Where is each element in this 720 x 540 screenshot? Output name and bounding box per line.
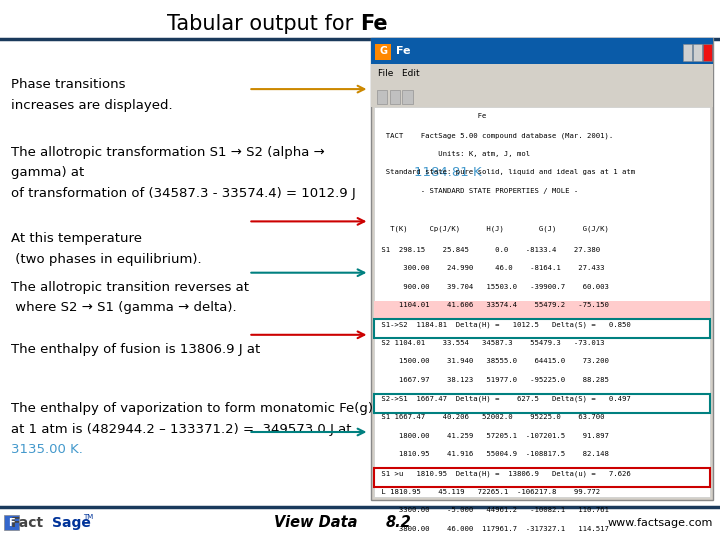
- Text: F: F: [8, 518, 15, 528]
- Text: S1->S2  1184.81  Delta(H) =   1012.5   Delta(S) =   0.850: S1->S2 1184.81 Delta(H) = 1012.5 Delta(S…: [377, 321, 630, 328]
- Text: 3300.00    -5.000   44961.2   -10082.1   110.761: 3300.00 -5.000 44961.2 -10082.1 110.761: [377, 508, 608, 514]
- Text: Fe: Fe: [377, 113, 486, 119]
- Bar: [374, 469, 710, 487]
- Text: www.factsage.com: www.factsage.com: [608, 518, 713, 528]
- Text: G: G: [379, 46, 387, 56]
- Text: 1500.00    31.940   38555.0    64415.0    73.200: 1500.00 31.940 38555.0 64415.0 73.200: [377, 359, 608, 364]
- Text: The enthalpy of fusion is 13806.9 J at: The enthalpy of fusion is 13806.9 J at: [11, 343, 264, 356]
- Text: The enthalpy of vaporization to form monatomic Fe(g): The enthalpy of vaporization to form mon…: [11, 402, 373, 415]
- Text: The allotropic transformation S1 → S2 (alpha →: The allotropic transformation S1 → S2 (a…: [11, 146, 325, 159]
- Text: TM: TM: [83, 514, 93, 520]
- Text: S1 1667.47    40.206   52002.0    95225.0    63.700: S1 1667.47 40.206 52002.0 95225.0 63.700: [377, 414, 604, 420]
- Bar: [374, 107, 710, 497]
- Text: File   Edit: File Edit: [378, 70, 420, 78]
- Text: S1  298.15    25.845      0.0    -8133.4    27.380: S1 298.15 25.845 0.0 -8133.4 27.380: [377, 247, 600, 253]
- Bar: [402, 90, 413, 104]
- Bar: [371, 38, 713, 64]
- Text: 3135.00 K.: 3135.00 K.: [11, 443, 83, 456]
- Text: Sage: Sage: [52, 516, 91, 530]
- Text: 1104.01    41.606   33574.4    55479.2   -75.150: 1104.01 41.606 33574.4 55479.2 -75.150: [377, 302, 608, 308]
- Bar: [703, 44, 712, 61]
- Text: The allotropic transition reverses at: The allotropic transition reverses at: [11, 281, 253, 294]
- Text: 1810.95    41.916   55004.9  -108817.5    82.148: 1810.95 41.916 55004.9 -108817.5 82.148: [377, 451, 608, 457]
- Text: 300.00    24.990     46.0    -8164.1    27.433: 300.00 24.990 46.0 -8164.1 27.433: [377, 265, 604, 271]
- Text: Fe: Fe: [396, 46, 410, 56]
- Text: 900.00    39.704   15503.0   -39900.7    60.003: 900.00 39.704 15503.0 -39900.7 60.003: [377, 284, 608, 290]
- Text: (two phases in equilibrium).: (two phases in equilibrium).: [11, 253, 202, 266]
- Text: L 1810.95    45.119   72265.1  -106217.8    99.772: L 1810.95 45.119 72265.1 -106217.8 99.77…: [377, 489, 600, 495]
- Text: increases are displayed.: increases are displayed.: [11, 99, 172, 112]
- Text: 1667.97    38.123   51977.0   -95225.0    88.285: 1667.97 38.123 51977.0 -95225.0 88.285: [377, 377, 608, 383]
- Bar: [390, 90, 400, 104]
- Bar: [4, 515, 19, 530]
- Text: S1 >u   1810.95  Delta(H) =  13806.9   Delta(u) =   7.626: S1 >u 1810.95 Delta(H) = 13806.9 Delta(u…: [377, 470, 630, 477]
- Bar: [371, 64, 713, 84]
- Bar: [375, 44, 391, 60]
- Text: Tabular output for: Tabular output for: [167, 14, 360, 35]
- Text: 1184.81 K: 1184.81 K: [415, 166, 482, 179]
- Bar: [374, 394, 710, 413]
- Bar: [693, 44, 702, 61]
- Text: 1800.00    41.259   57205.1  -107201.5    91.897: 1800.00 41.259 57205.1 -107201.5 91.897: [377, 433, 608, 439]
- Bar: [371, 84, 713, 107]
- Text: S2 1104.01    33.554   34587.3    55479.3   -73.013: S2 1104.01 33.554 34587.3 55479.3 -73.01…: [377, 340, 604, 346]
- Text: TACT    FactSage 5.00 compound database (Mar. 2001).: TACT FactSage 5.00 compound database (Ma…: [377, 132, 613, 139]
- Text: gamma) at: gamma) at: [11, 166, 89, 179]
- Text: Fe: Fe: [360, 14, 387, 35]
- Bar: [374, 301, 710, 320]
- Text: - STANDARD STATE PROPERTIES / MOLE -: - STANDARD STATE PROPERTIES / MOLE -: [377, 188, 578, 194]
- Text: Units: K, atm, J, mol: Units: K, atm, J, mol: [377, 151, 530, 157]
- Text: T(K)     Cp(J/K)      H(J)        G(J)      G(J/K): T(K) Cp(J/K) H(J) G(J) G(J/K): [377, 225, 608, 232]
- Text: of transformation of (34587.3 - 33574.4) = 1012.9 J: of transformation of (34587.3 - 33574.4)…: [11, 187, 356, 200]
- Text: View Data: View Data: [274, 515, 357, 530]
- Bar: [377, 90, 387, 104]
- Text: Phase transitions: Phase transitions: [11, 78, 130, 91]
- Text: S2->S1  1667.47  Delta(H) =    627.5   Delta(S) =   0.497: S2->S1 1667.47 Delta(H) = 627.5 Delta(S)…: [377, 395, 630, 402]
- Text: Fact: Fact: [11, 516, 44, 530]
- Bar: [371, 38, 713, 500]
- Text: 3800.00    46.000  117961.7  -317327.1   114.517: 3800.00 46.000 117961.7 -317327.1 114.51…: [377, 526, 608, 532]
- Text: 8.2: 8.2: [385, 515, 411, 530]
- Text: at 1 atm is (482944.2 – 133371.2) =  349573.0 J at: at 1 atm is (482944.2 – 133371.2) = 3495…: [11, 423, 351, 436]
- Bar: [683, 44, 692, 61]
- Text: where S2 → S1 (gamma → delta).: where S2 → S1 (gamma → delta).: [11, 301, 236, 314]
- Bar: [374, 320, 710, 338]
- Text: Standard state: pure solid, liquid and ideal gas at 1 atm: Standard state: pure solid, liquid and i…: [377, 170, 635, 176]
- Text: At this temperature: At this temperature: [11, 232, 146, 245]
